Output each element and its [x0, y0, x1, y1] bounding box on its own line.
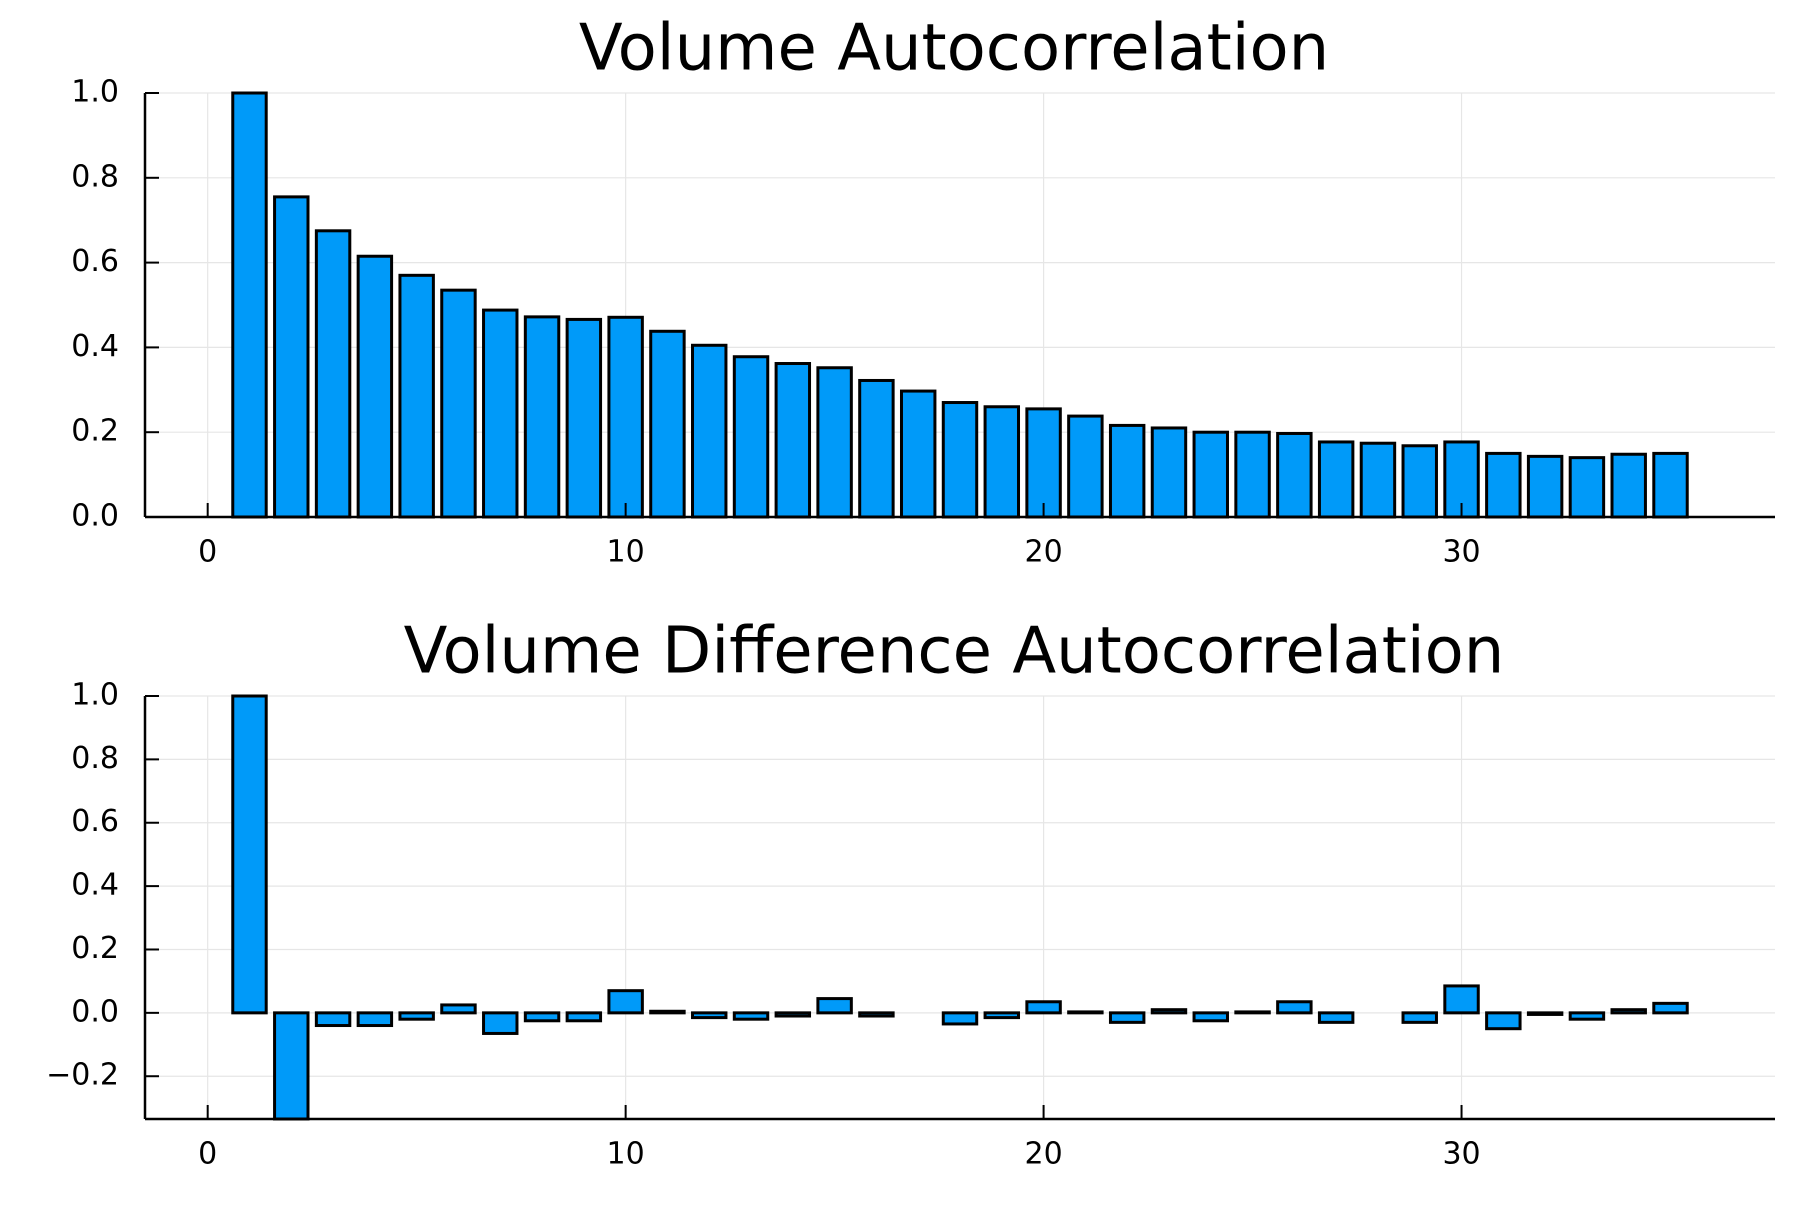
- x-tick-label: 0: [198, 1137, 217, 1172]
- bar-lag-31: [1485, 451, 1522, 519]
- bar-lag-14: [774, 1011, 812, 1018]
- bar-lag-6: [440, 1003, 477, 1015]
- bar-lag-22: [1108, 423, 1146, 519]
- bar-lag-11: [649, 329, 686, 519]
- bar-lag-20: [1025, 407, 1062, 519]
- bar-lag-33: [1568, 1011, 1606, 1021]
- y-tick-label: 0.0: [71, 994, 119, 1029]
- chart-panel-2: Volume Difference Autocorrelation −0.2 0.0…: [46, 615, 1775, 1172]
- bar-lag-34: [1610, 452, 1647, 519]
- bar-lag-24: [1192, 1011, 1229, 1023]
- bar-lag-8: [523, 315, 561, 519]
- y-tick-label: 0.0: [71, 499, 119, 534]
- bar-lag-22: [1108, 1011, 1146, 1024]
- bar-lag-5: [398, 273, 435, 519]
- bar-lag-13: [732, 1011, 770, 1021]
- y-tick-label: 0.2: [71, 931, 119, 966]
- bar-lag-30: [1443, 984, 1480, 1015]
- bar-lag-12: [691, 1011, 728, 1020]
- x-tick-label: 10: [607, 1137, 645, 1172]
- bar-lag-5: [398, 1011, 435, 1021]
- x-tick-label: 20: [1024, 1137, 1062, 1172]
- bar-lag-27: [1317, 1011, 1355, 1024]
- bar-lag-18: [941, 401, 979, 519]
- bar-lag-11: [649, 1009, 686, 1015]
- bar-lag-1: [231, 91, 268, 519]
- bar-lag-12: [691, 343, 728, 519]
- bar-lag-16: [858, 378, 895, 519]
- bar-lag-27: [1317, 440, 1355, 519]
- x-tick-label: 30: [1442, 1137, 1480, 1172]
- bar-lag-32: [1526, 1011, 1564, 1016]
- bar-lag-25: [1234, 430, 1271, 519]
- bar-lag-1: [231, 694, 268, 1015]
- bar-lag-4: [356, 254, 394, 519]
- bar-lag-3: [314, 229, 352, 519]
- bar-lag-8: [523, 1011, 561, 1023]
- bar-lag-29: [1401, 1011, 1438, 1024]
- bar-lag-4: [356, 1011, 394, 1028]
- y-tick-label: 0.2: [71, 414, 119, 449]
- y-tick-label: 0.4: [71, 868, 119, 903]
- chart-panel-1: Volume Autocorrelation 0.0 0.2 0.4 0.6 0.8 1.0…: [71, 12, 1775, 570]
- bar-lag-14: [774, 362, 812, 519]
- bar-lag-35: [1652, 1001, 1689, 1015]
- bar-lag-17: [899, 389, 937, 519]
- bar-lag-2: [273, 1011, 310, 1121]
- bar-lag-26: [1276, 1000, 1313, 1015]
- bar-lag-21: [1067, 414, 1104, 519]
- bar-lag-31: [1485, 1011, 1522, 1031]
- bar-lag-2: [273, 195, 310, 519]
- y-tick-label: 0.8: [71, 159, 119, 194]
- bar-lag-9: [565, 317, 603, 519]
- bar-lag-24: [1192, 430, 1229, 519]
- bar-lag-10: [607, 315, 644, 519]
- bar-lag-29: [1401, 444, 1438, 519]
- bar-lag-32: [1526, 454, 1564, 519]
- bar-lag-10: [607, 989, 644, 1015]
- y-tick-label: 1.0: [71, 75, 119, 110]
- y-tick-label: 0.4: [71, 329, 119, 364]
- bar-lag-19: [983, 1011, 1021, 1020]
- bar-lag-15: [816, 366, 853, 519]
- chart-title: Volume Autocorrelation: [579, 12, 1329, 86]
- bar-lag-13: [732, 355, 770, 519]
- y-tick-label: 0.8: [71, 741, 119, 776]
- bar-lag-26: [1276, 431, 1313, 519]
- bar-lag-18: [941, 1011, 979, 1026]
- bar-lag-25: [1234, 1010, 1271, 1015]
- bar-lag-15: [816, 997, 853, 1015]
- bar-lag-19: [983, 405, 1021, 519]
- bar-lag-33: [1568, 456, 1606, 519]
- bar-lag-23: [1150, 426, 1188, 519]
- bar-lag-16: [858, 1011, 895, 1018]
- bar-lag-28: [1359, 441, 1397, 519]
- chart-title: Volume Difference Autocorrelation: [404, 615, 1505, 689]
- bar-lag-6: [440, 288, 477, 519]
- bar-lag-3: [314, 1011, 352, 1028]
- x-tick-label: 20: [1024, 535, 1062, 570]
- x-tick-label: 30: [1442, 535, 1480, 570]
- bar-lag-7: [482, 308, 519, 519]
- y-tick-label: 0.6: [71, 804, 119, 839]
- bar-lag-9: [565, 1011, 603, 1023]
- y-tick-label: 1.0: [71, 678, 119, 713]
- bar-lag-35: [1652, 451, 1689, 519]
- bar-lag-7: [482, 1011, 519, 1035]
- y-tick-label: 0.6: [71, 244, 119, 279]
- x-tick-label: 10: [607, 535, 645, 570]
- bar-lag-20: [1025, 1000, 1062, 1015]
- bar-lag-34: [1610, 1008, 1647, 1015]
- bar-lag-21: [1067, 1010, 1104, 1015]
- y-tick-label: −0.2: [46, 1058, 119, 1093]
- bar-lag-23: [1150, 1008, 1188, 1015]
- x-tick-label: 0: [198, 535, 217, 570]
